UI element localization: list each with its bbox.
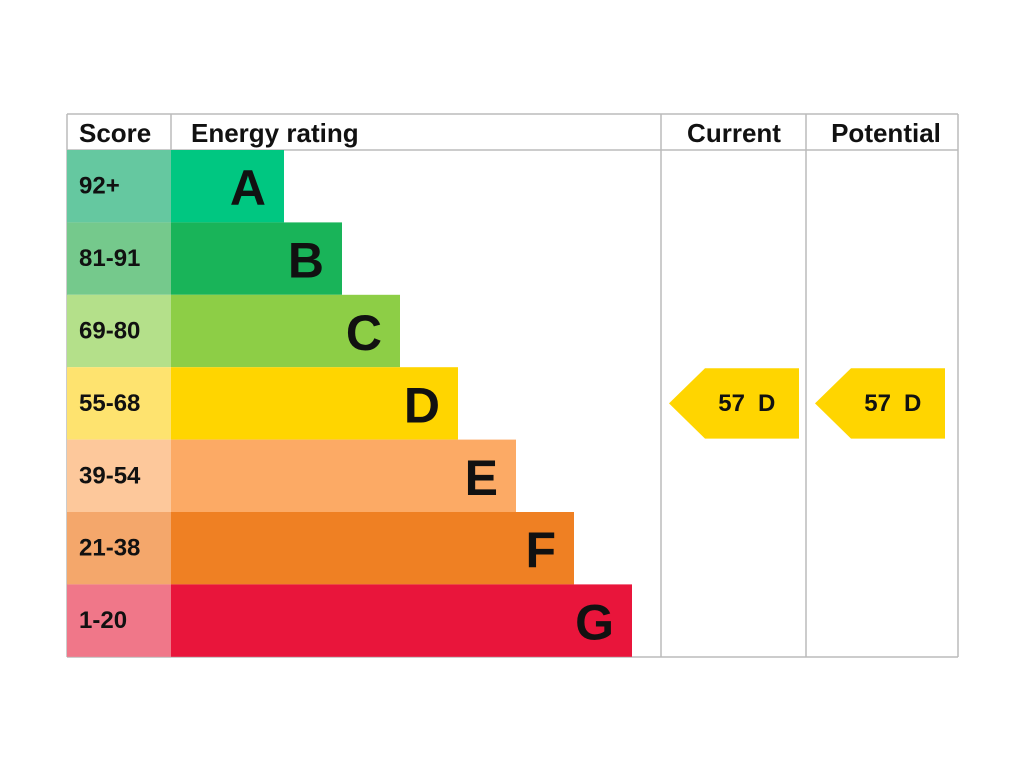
rating-letter: B xyxy=(288,233,324,289)
header-current: Current xyxy=(687,118,781,148)
potential-letter: D xyxy=(904,390,921,417)
score-cell xyxy=(67,367,171,440)
score-range: 21-38 xyxy=(79,535,140,562)
score-cell xyxy=(67,222,171,295)
current-arrow xyxy=(669,368,799,439)
score-cell xyxy=(67,294,171,368)
score-range: 92+ xyxy=(79,173,120,200)
potential-score: 57 xyxy=(864,390,891,417)
rating-bar xyxy=(171,367,458,440)
score-range: 81-91 xyxy=(79,245,140,272)
current-letter: D xyxy=(758,390,775,417)
rating-letter: D xyxy=(404,377,440,433)
score-range: 55-68 xyxy=(79,390,140,417)
header-potential: Potential xyxy=(831,118,941,148)
score-range: 39-54 xyxy=(79,462,141,489)
current-score: 57 xyxy=(718,390,745,417)
potential-arrow xyxy=(815,368,945,439)
rating-letter: A xyxy=(230,160,266,216)
score-cell xyxy=(67,584,171,657)
rating-letter: C xyxy=(346,305,382,361)
rating-bar xyxy=(171,294,400,368)
score-cell xyxy=(67,439,171,512)
rating-bar xyxy=(171,584,632,657)
rating-letter: F xyxy=(525,522,556,578)
header-score: Score xyxy=(79,118,151,148)
score-range: 1-20 xyxy=(79,607,127,634)
rating-bar xyxy=(171,512,574,585)
header-rating: Energy rating xyxy=(191,118,359,148)
score-cell xyxy=(67,512,171,585)
rating-letter: G xyxy=(575,595,614,651)
rating-bar xyxy=(171,150,284,223)
rating-bar xyxy=(171,439,516,512)
score-range: 69-80 xyxy=(79,318,140,345)
rating-letter: E xyxy=(465,450,498,506)
score-cell xyxy=(67,150,171,223)
rating-bar xyxy=(171,222,342,295)
